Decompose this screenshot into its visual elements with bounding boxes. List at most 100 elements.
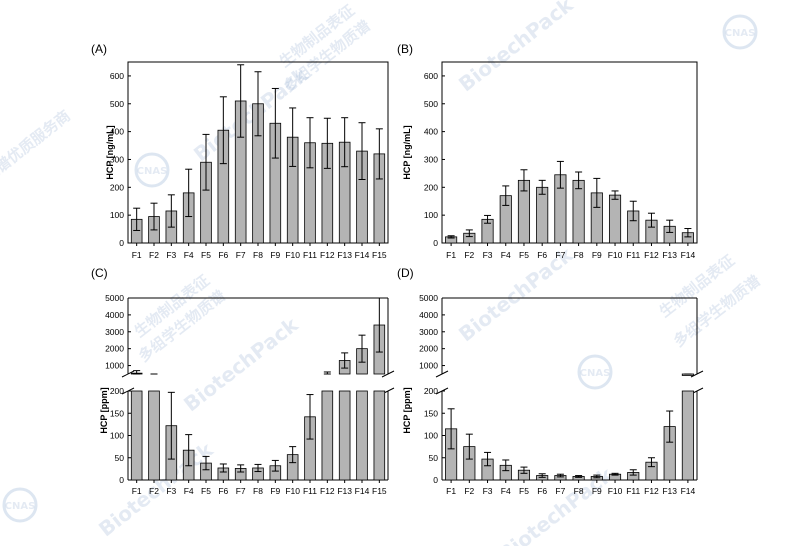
cnas-seal-icon	[577, 354, 613, 390]
y-tick-label: 400	[424, 127, 438, 137]
y-tick-label-lower: 100	[110, 431, 124, 441]
x-tick-label: F5	[201, 250, 211, 260]
y-tick-label-lower: 50	[115, 453, 125, 463]
panel-label: (D)	[397, 266, 414, 280]
y-tick-label-upper: 2000	[105, 344, 124, 354]
y-tick-label: 100	[110, 210, 124, 220]
x-tick-label: F5	[519, 486, 529, 496]
x-tick-label: F3	[483, 250, 493, 260]
x-tick-label: F9	[592, 486, 602, 496]
y-tick-label-upper: 2000	[419, 344, 438, 354]
x-tick-label: F14	[355, 486, 370, 496]
x-tick-label: F5	[201, 486, 211, 496]
y-axis-label: HCP [ppm]	[402, 387, 412, 433]
x-tick-label: F5	[519, 250, 529, 260]
bar-F10	[608, 194, 622, 244]
x-tick-label: F6	[218, 486, 228, 496]
x-tick-label: F10	[285, 250, 300, 260]
panel-label: (A)	[91, 42, 107, 56]
y-tick-label: 500	[424, 99, 438, 109]
x-tick-label: F13	[337, 250, 352, 260]
cnas-seal-icon	[2, 487, 38, 523]
y-tick-label: 300	[424, 154, 438, 164]
panel-a: (A) HCP [ng/mL] 0 100 200 300 400 500 600 F1 F2 F3 F…	[91, 42, 389, 260]
y-tick-label: 0	[119, 238, 124, 248]
axis-break-left-upper	[435, 370, 449, 378]
x-tick-label: F1	[132, 250, 142, 260]
x-tick-label: F8	[574, 250, 584, 260]
y-tick-label-lower: 200	[424, 386, 438, 396]
watermark-brand: BiotechPack	[454, 0, 578, 96]
x-tick-label: F11	[303, 486, 317, 496]
x-tick-label: F13	[662, 250, 677, 260]
bar-F15	[373, 390, 386, 481]
x-tick-label: F10	[608, 486, 623, 496]
x-tick-label: F9	[270, 486, 280, 496]
watermark-brand: BiotechPack	[179, 312, 303, 416]
y-tick-label-upper: 4000	[105, 310, 124, 320]
y-tick-label-upper: 4000	[419, 310, 438, 320]
y-tick-label-lower: 50	[429, 453, 439, 463]
x-tick-label: F14	[355, 250, 370, 260]
x-tick-label: F3	[166, 486, 176, 496]
x-tick-label: F7	[555, 250, 565, 260]
y-tick-label-lower: 150	[424, 408, 438, 418]
y-tick-label: 600	[110, 71, 124, 81]
watermark-cnas: CNAS	[580, 368, 611, 379]
x-tick-label: F1	[446, 250, 456, 260]
x-tick-label: F11	[626, 250, 640, 260]
x-tick-label: F12	[320, 486, 335, 496]
x-tick-label: F4	[501, 486, 511, 496]
y-tick-label-lower: 0	[433, 475, 438, 485]
panel-c: (C) HCP [ppm] 1000 2000 3000 4000 5000 0 50 100 15…	[91, 266, 395, 496]
y-tick-label-upper: 1000	[105, 361, 124, 371]
x-tick-label: F8	[574, 486, 584, 496]
y-tick-label-lower: 0	[119, 475, 124, 485]
y-tick-label: 300	[110, 154, 124, 164]
y-tick-label-upper: 1000	[419, 361, 438, 371]
x-tick-label: F9	[270, 250, 280, 260]
bar-F1	[130, 390, 143, 481]
y-tick-label: 500	[110, 99, 124, 109]
watermark-text: 质谱优质服务商	[0, 107, 74, 186]
x-tick-label: F15	[372, 250, 387, 260]
panel-label: (B)	[397, 42, 413, 56]
x-tick-label: F1	[132, 486, 142, 496]
x-tick-label: F10	[608, 250, 623, 260]
bar-F8	[572, 179, 585, 244]
y-tick-label: 200	[424, 182, 438, 192]
x-tick-label: F9	[592, 250, 602, 260]
axis-break-right-upper	[381, 370, 395, 378]
y-tick-label-upper: 5000	[105, 293, 124, 303]
panel-label: (C)	[91, 266, 108, 280]
x-tick-label: F8	[253, 250, 263, 260]
y-tick-label-lower: 150	[110, 408, 124, 418]
x-tick-label: F10	[285, 486, 300, 496]
x-tick-label: F14	[681, 486, 696, 496]
bar-F14	[681, 390, 694, 481]
x-tick-label: F13	[662, 486, 677, 496]
x-tick-label: F13	[337, 486, 352, 496]
x-tick-label: F7	[236, 250, 246, 260]
watermark-cnas: CNAS	[137, 166, 168, 177]
x-tick-label: F2	[149, 486, 159, 496]
x-tick-label: F8	[253, 486, 263, 496]
y-axis-label: HCP [ppm]	[99, 387, 109, 433]
x-tick-label: F11	[303, 250, 317, 260]
x-tick-label: F4	[184, 250, 194, 260]
x-tick-label: F2	[464, 486, 474, 496]
x-tick-label: F3	[166, 250, 176, 260]
x-tick-label: F6	[537, 250, 547, 260]
x-tick-label: F12	[320, 250, 335, 260]
cnas-seal-icon	[722, 14, 758, 50]
y-axis-label: HCP [ng/mL]	[105, 125, 115, 179]
y-tick-label: 600	[424, 71, 438, 81]
x-tick-label: F7	[555, 486, 565, 496]
y-tick-label-upper: 3000	[419, 327, 438, 337]
y-axis-label: HCP [ng/mL]	[402, 125, 412, 179]
y-tick-label-lower: 100	[424, 431, 438, 441]
panel-d: (D) HCP [ppm] 1000 2000 3000 4000 5000 0 50 100 15…	[397, 266, 704, 496]
y-tick-label: 400	[110, 127, 124, 137]
y-tick-label: 100	[424, 210, 438, 220]
